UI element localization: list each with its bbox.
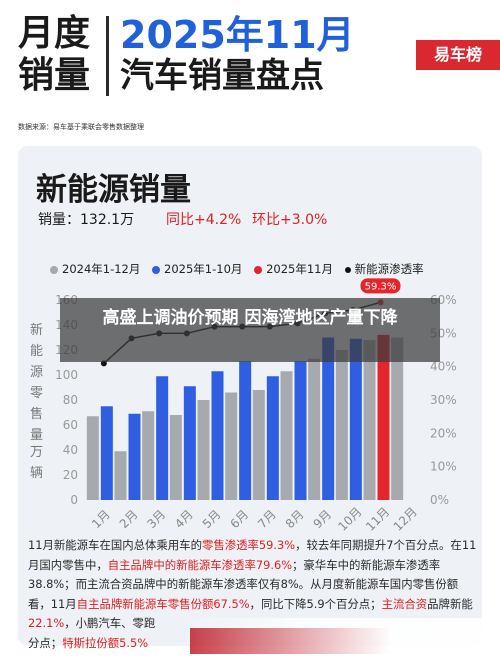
bar-2025 xyxy=(128,413,141,500)
x-tick-label: 3月 xyxy=(144,507,168,531)
bar-2024 xyxy=(142,411,155,500)
bar-2025 xyxy=(322,337,335,500)
y-tick-label: 60 xyxy=(63,418,78,432)
bar-2024 xyxy=(252,390,265,500)
y2-tick-label: 10% xyxy=(430,460,457,474)
legend-swatch-penetration xyxy=(344,266,351,273)
body-seg-7: 分点； xyxy=(28,635,63,650)
annotation-label: 59.3% xyxy=(365,281,397,292)
x-tick-label: 8月 xyxy=(283,507,307,531)
x-tick-label: 12月 xyxy=(391,505,420,534)
body-seg-1: 11月新能源车在国内总体乘用车的 xyxy=(28,538,202,552)
legend-item-2024: 2024年1-12月 xyxy=(50,262,140,276)
bar-2024 xyxy=(86,416,99,500)
header-title-main: 汽车销量盘点 xyxy=(120,56,324,96)
legend-swatch-2025 xyxy=(152,265,161,274)
y-tick-label: 20 xyxy=(63,468,78,482)
y-tick-label: 0 xyxy=(70,493,78,507)
news-headline[interactable]: 高盛上调油价预期 因海湾地区产量下降 xyxy=(102,308,398,328)
header-divider xyxy=(106,16,109,96)
x-tick-label: 1月 xyxy=(89,507,113,531)
analysis-paragraph: 11月新能源车在国内总体乘用车的零售渗透率59.3%，较去年同期提升7个百分点。… xyxy=(28,536,478,654)
data-source-note: 数据来源：易车基于乘联会零售数据整理 xyxy=(18,123,144,131)
x-tick-label: 2月 xyxy=(117,507,141,531)
bar-2024 xyxy=(335,350,348,500)
legend-item-2025: 2025年1-10月 xyxy=(152,262,242,276)
body-highlight-domestic: 自主品牌中的新能源车渗透率79.6% xyxy=(107,557,293,572)
body-highlight-tesla: 特斯拉份额5.5% xyxy=(62,635,149,650)
y-tick-label: 40 xyxy=(63,443,78,457)
body-seg-6: ，小鹏汽车、零跑 xyxy=(64,616,156,631)
chart-legend: 2024年1-12月 2025年1-10月 2025年11月 新能源渗透率 xyxy=(50,261,432,277)
body-seg-3: ；豪华车中的新能源车渗透率38.8%；而主流合资品牌中的新能源车渗透率仅有8%。… xyxy=(28,557,459,611)
body-highlight-jv-share: 22.1% xyxy=(28,616,65,631)
body-seg-4: ，同比下降5.9个百分点； xyxy=(249,596,382,611)
y2-tick-label: 20% xyxy=(430,426,457,440)
yiche-logo: 易车榜 xyxy=(416,40,500,70)
x-tick-label: 6月 xyxy=(227,507,251,531)
bar-2025 xyxy=(156,376,169,500)
x-tick-label: 9月 xyxy=(310,507,334,531)
bar-2025 xyxy=(266,376,279,500)
stat-yoy: 同比+4.2% xyxy=(166,212,242,228)
bar-2024 xyxy=(391,337,404,500)
bar-2025 xyxy=(100,406,113,500)
x-tick-label: 7月 xyxy=(255,507,279,531)
x-tick-label: 10月 xyxy=(335,505,364,534)
legend-item-nov: 2025年11月 xyxy=(254,262,333,276)
chart-title: 新能源销量 xyxy=(36,172,191,208)
body-highlight-jv: 主流合资 xyxy=(381,596,428,611)
bar-2024 xyxy=(225,392,238,500)
legend-item-penetration: 新能源渗透率 xyxy=(344,262,424,276)
body-highlight-penetration: 零售渗透率59.3% xyxy=(201,538,296,552)
bar-2025 xyxy=(183,386,196,500)
legend-label-2024: 2024年1-12月 xyxy=(62,262,141,276)
page-header: 月度 销量 2025年11月 汽车销量盘点 易车榜 xyxy=(0,0,500,118)
news-overlay xyxy=(60,298,440,362)
stat-sales: 销量：132.1万 xyxy=(38,212,135,228)
bar-2024 xyxy=(114,451,127,500)
bar-2025-nov xyxy=(377,334,390,500)
bar-2024 xyxy=(363,340,376,500)
bar-2024 xyxy=(197,400,210,500)
y-tick-label: 100 xyxy=(55,368,78,382)
body-seg-5: 品牌新能 xyxy=(427,596,473,611)
header-sales-label: 销量 xyxy=(18,55,91,96)
body-seg-2: ，较去年同期提升7个百分点。在11月国内零售中， xyxy=(28,538,477,572)
legend-swatch-nov xyxy=(254,265,263,274)
y2-tick-label: 0% xyxy=(430,493,449,507)
header-title-date: 2025年11月 xyxy=(120,13,355,57)
bar-2025 xyxy=(294,361,307,500)
bar-2025 xyxy=(239,361,252,500)
legend-label-2025: 2025年1-10月 xyxy=(164,262,243,276)
x-tick-label: 4月 xyxy=(172,507,196,531)
bottom-fade-accent xyxy=(190,628,390,654)
bar-2024 xyxy=(169,415,182,500)
legend-label-penetration: 新能源渗透率 xyxy=(354,262,424,276)
body-highlight-share: 自主品牌新能源车零售份额67.5% xyxy=(76,596,250,611)
annotation-bubble xyxy=(360,278,401,294)
y2-tick-label: 30% xyxy=(430,393,457,407)
y2-tick-label: 40% xyxy=(430,360,457,374)
x-tick-label: 11月 xyxy=(363,505,392,534)
y-axis-unit: 万辆 xyxy=(30,445,44,481)
header-monthly-label: 月度 xyxy=(18,13,91,54)
bar-2024 xyxy=(308,358,321,500)
legend-label-nov: 2025年11月 xyxy=(266,262,333,276)
bar-2025 xyxy=(349,338,362,500)
x-tick-label: 5月 xyxy=(200,507,224,531)
bar-2025 xyxy=(211,371,224,500)
legend-swatch-2024 xyxy=(50,265,58,274)
y-tick-label: 80 xyxy=(63,393,78,407)
stat-mom: 环比+3.0% xyxy=(252,212,328,228)
y-axis-label: 新能源零售量 xyxy=(30,323,44,443)
bar-2024 xyxy=(280,371,293,500)
